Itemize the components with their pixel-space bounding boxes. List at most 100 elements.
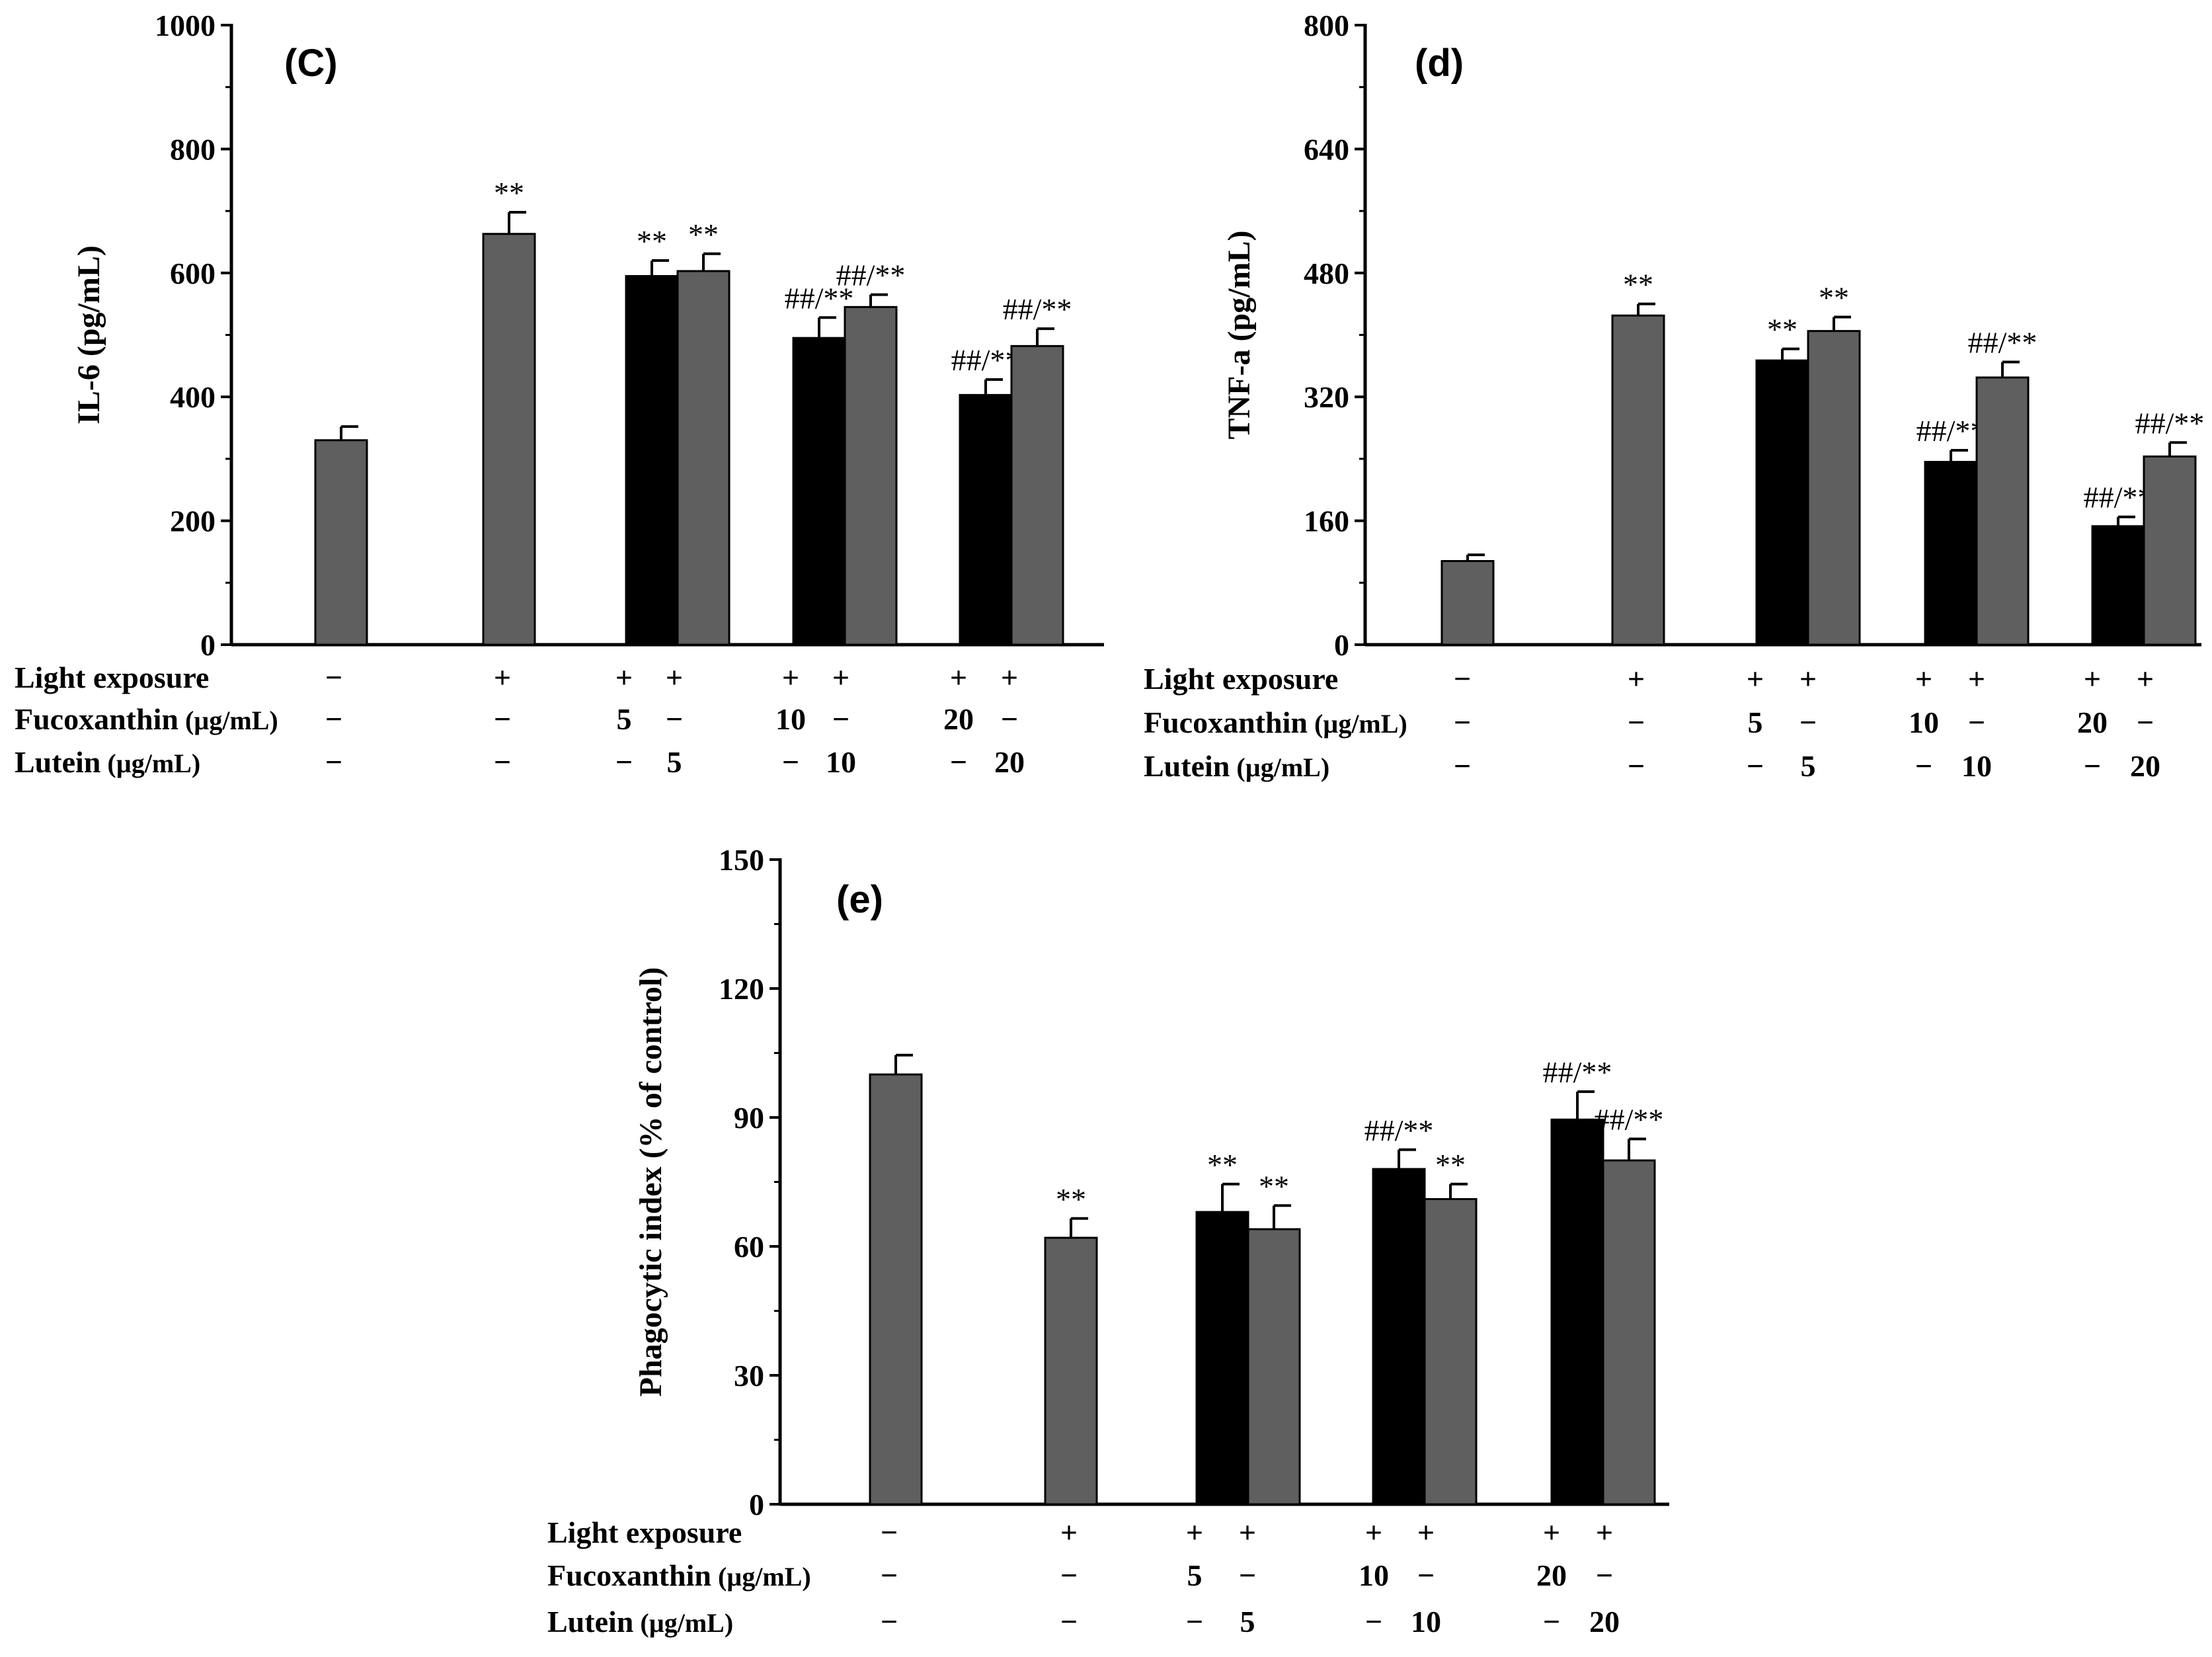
treatment-value: 5 <box>1748 706 1763 739</box>
treatment-value: + <box>782 661 799 694</box>
bar-fucoxanthin <box>1550 1118 1604 1506</box>
treatment-row-label: Fucoxanthin (µg/mL) <box>1144 706 1407 739</box>
treatment-value: − <box>832 702 849 736</box>
treatment-value: 5 <box>667 745 682 779</box>
panel-title: (e) <box>836 878 883 921</box>
treatment-value: 10 <box>1359 1558 1389 1592</box>
treatment-value: + <box>2137 662 2154 696</box>
chart-panel-e: 0 30 60 90 120 150 (e) Phagocytic index (% of c… <box>547 843 1669 1638</box>
treatment-value: 20 <box>1589 1605 1620 1638</box>
treatment-name: Fucoxanthin <box>547 1558 711 1592</box>
panel-title: (C) <box>284 42 338 85</box>
treatment-name: Light exposure <box>15 661 209 694</box>
treatment-value: − <box>1628 706 1645 739</box>
significance-label: ##/** <box>1595 1103 1664 1137</box>
treatment-value: − <box>1186 1605 1203 1638</box>
treatment-name: Light exposure <box>547 1516 742 1549</box>
bar-lutein <box>1441 560 1495 646</box>
significance-label: ##/** <box>1968 325 2037 359</box>
treatment-unit: (µg/mL) <box>1314 709 1407 739</box>
treatment-value: − <box>666 702 683 736</box>
treatment-value: + <box>1968 662 1985 696</box>
significance-label: ** <box>1056 1182 1086 1216</box>
treatment-row-label: Fucoxanthin (µg/mL) <box>15 702 278 736</box>
bar-fucoxanthin <box>1372 1168 1426 1506</box>
bar-lutein <box>1602 1159 1656 1506</box>
y-tick-label: 120 <box>719 972 764 1006</box>
chart-panel-c: 0 200 400 600 800 1000 (C) IL-6 (pg/mL) ** ** ** ##… <box>15 9 1104 779</box>
bar-lutein <box>676 270 731 646</box>
significance-label: ** <box>1207 1148 1238 1182</box>
y-tick-label: 0 <box>1334 628 1349 662</box>
y-tick-label: 160 <box>1304 505 1349 538</box>
bar-lutein <box>869 1073 923 1506</box>
treatment-value: − <box>1060 1605 1078 1638</box>
treatment-value: + <box>1543 1516 1560 1549</box>
treatment-value: − <box>1596 1558 1613 1592</box>
treatment-value: − <box>1239 1558 1256 1592</box>
treatment-value: + <box>832 661 849 694</box>
treatment-value: − <box>1365 1605 1382 1638</box>
treatment-value: 5 <box>617 702 632 736</box>
significance-label: ** <box>1259 1169 1289 1203</box>
bar-fucoxanthin <box>792 337 846 646</box>
treatment-value: − <box>1417 1558 1435 1592</box>
treatment-value: − <box>1001 702 1018 736</box>
treatment-value: 10 <box>775 702 806 736</box>
panel-title: (d) <box>1415 42 1464 85</box>
treatment-value: − <box>881 1516 898 1549</box>
treatment-unit: (µg/mL) <box>718 1562 811 1592</box>
treatment-value: + <box>1186 1516 1203 1549</box>
bar-lutein <box>844 305 898 646</box>
bar-lutein <box>1975 376 2030 646</box>
significance-label: ##/** <box>1003 292 1072 326</box>
significance-label: ** <box>1767 313 1797 346</box>
treatment-value: − <box>1454 706 1471 739</box>
treatment-value: 5 <box>1240 1605 1255 1638</box>
treatment-value: − <box>782 745 799 779</box>
y-tick-label: 320 <box>1304 380 1349 414</box>
treatment-row-label: Fucoxanthin (µg/mL) <box>547 1558 811 1592</box>
bar-fucoxanthin <box>1924 461 1978 646</box>
treatment-value: − <box>494 702 511 736</box>
treatment-value: + <box>1060 1516 1078 1549</box>
treatment-value: + <box>615 661 633 694</box>
treatment-value: + <box>1239 1516 1256 1549</box>
treatment-value: − <box>1915 749 1932 783</box>
bar-lutein <box>1423 1198 1478 1506</box>
y-axis-label: Phagocytic index (% of control) <box>633 967 668 1397</box>
treatment-value: + <box>950 661 967 694</box>
treatment-value: − <box>2137 706 2154 739</box>
treatment-value: 10 <box>1411 1605 1441 1638</box>
treatment-value: − <box>881 1558 898 1592</box>
significance-label: ##/** <box>1364 1113 1434 1147</box>
y-tick-label: 30 <box>734 1359 764 1393</box>
significance-label: ##/** <box>785 281 854 315</box>
treatment-value: − <box>494 745 511 779</box>
significance-label: ##/** <box>2084 481 2153 514</box>
significance-label: ##/** <box>836 259 906 292</box>
treatment-name: Lutein <box>1144 749 1230 783</box>
y-tick-label: 90 <box>734 1101 764 1135</box>
significance-label: ** <box>1623 268 1653 302</box>
significance-label: ** <box>1435 1148 1466 1182</box>
y-tick-label: 800 <box>1304 9 1349 42</box>
bar-lutein <box>1044 1236 1098 1506</box>
bar-lutein <box>1247 1228 1301 1506</box>
y-tick-label: 60 <box>734 1230 764 1264</box>
bar-lutein <box>1807 330 1861 646</box>
treatment-value: 5 <box>1187 1558 1203 1592</box>
treatment-unit: (µg/mL) <box>1236 752 1329 782</box>
treatment-name: Light exposure <box>1144 662 1338 696</box>
bar-lutein <box>314 439 368 646</box>
y-tick-label: 1000 <box>155 9 216 42</box>
significance-label: ** <box>1819 281 1849 315</box>
treatment-value: 10 <box>1961 749 1992 783</box>
treatment-value: 20 <box>2130 749 2160 783</box>
bar-lutein <box>482 233 536 646</box>
treatment-value: − <box>1747 749 1764 783</box>
treatment-value: − <box>2084 749 2101 783</box>
treatment-value: + <box>666 661 683 694</box>
treatment-value: 20 <box>943 702 974 736</box>
